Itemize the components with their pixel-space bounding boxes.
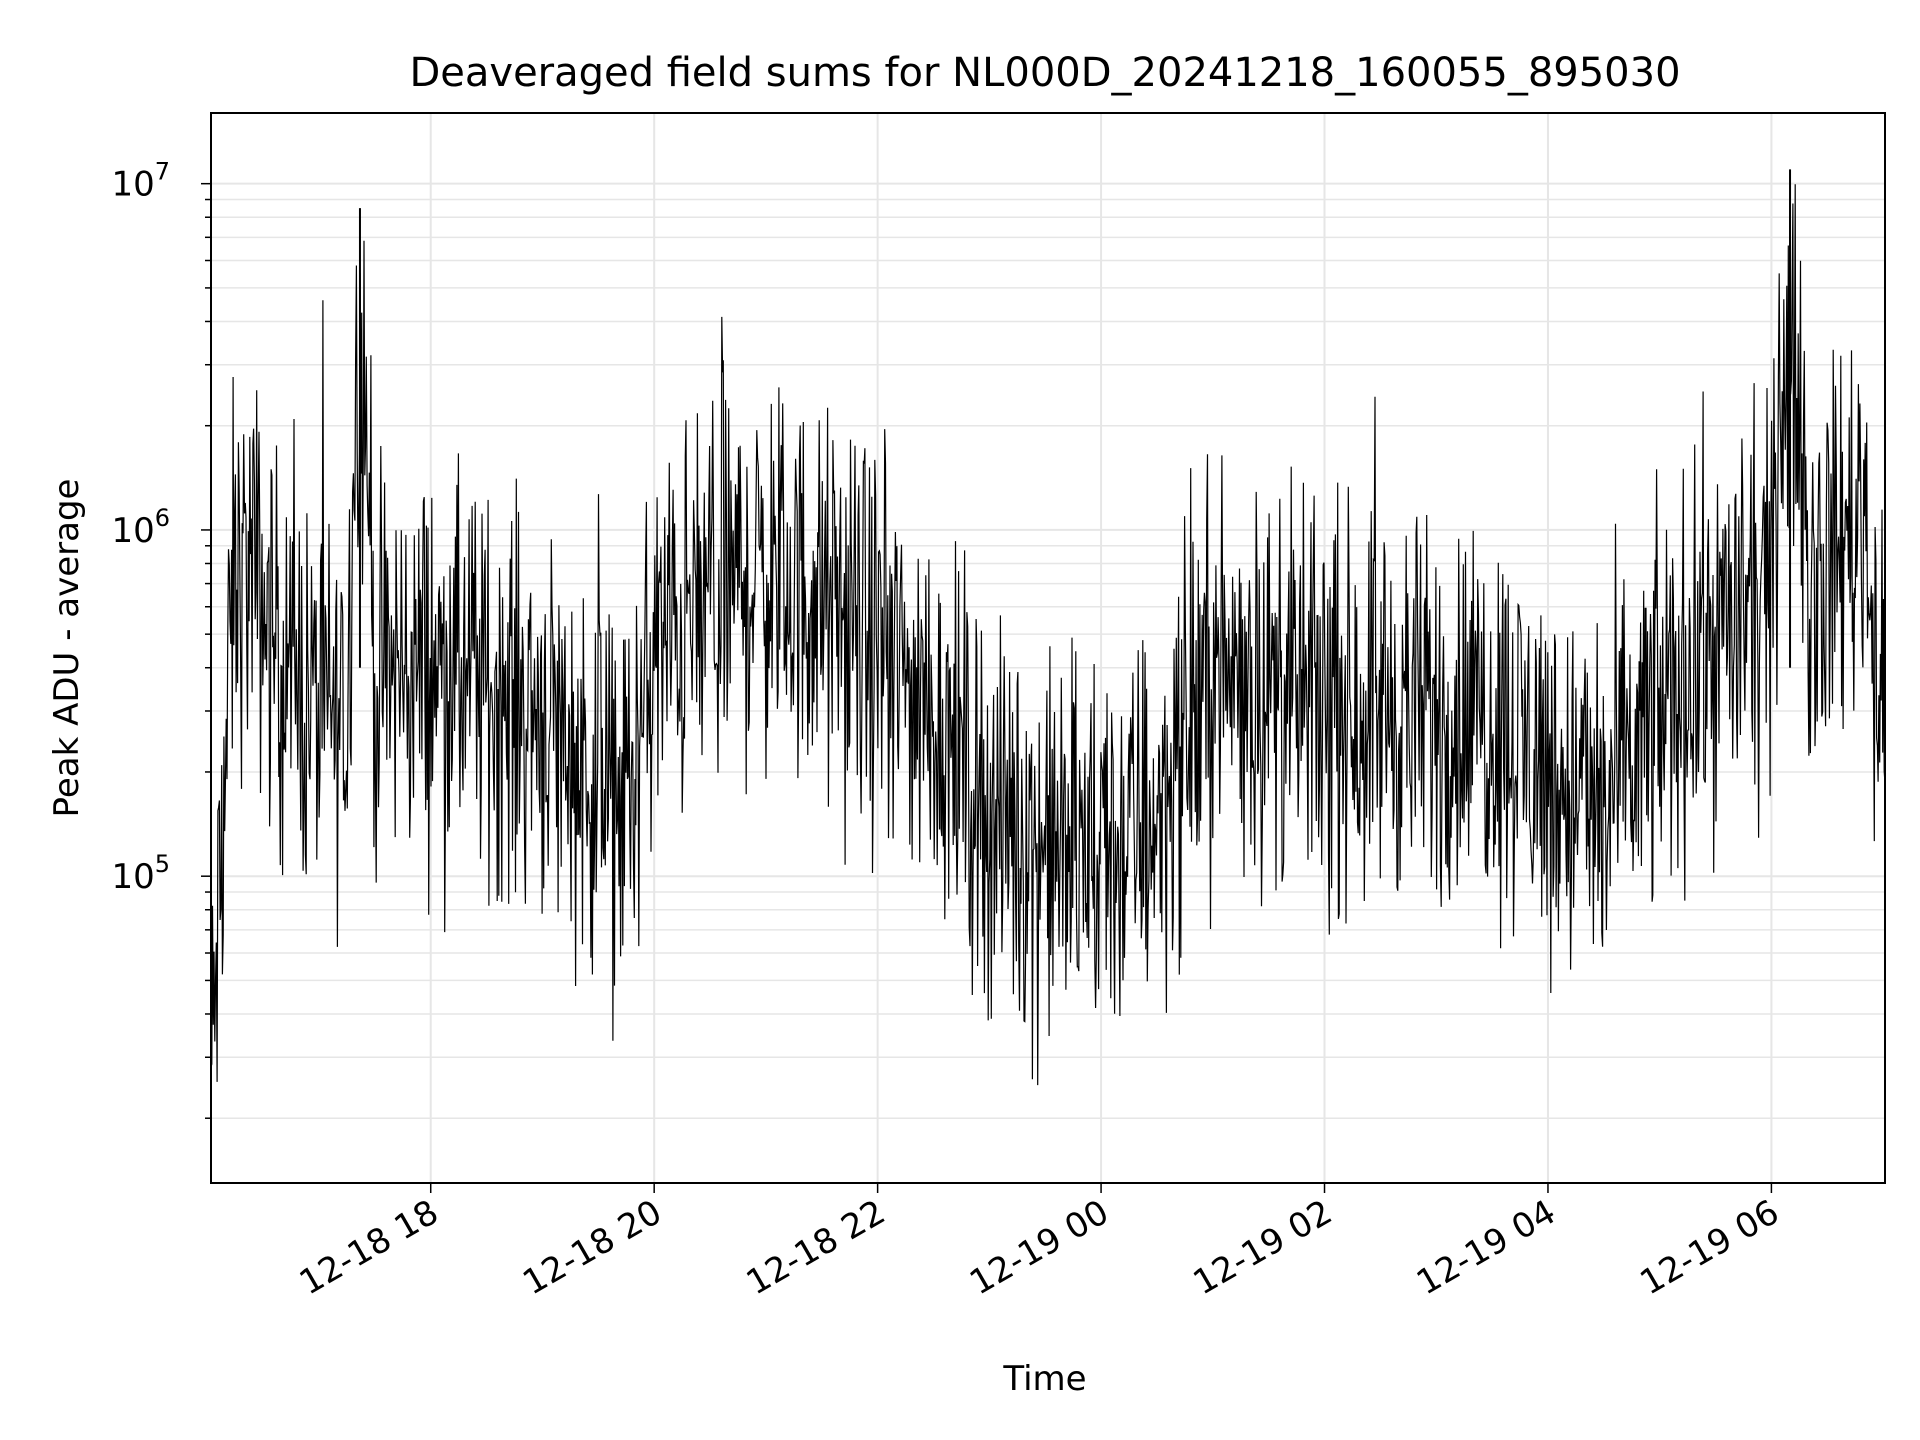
y-tick-exponent: 6 <box>155 504 170 532</box>
x-tick-label: 12-18 20 <box>516 1192 668 1303</box>
y-tick-label: 106 <box>111 504 170 551</box>
y-tick-base: 10 <box>111 511 154 551</box>
grid <box>211 113 1885 1183</box>
x-tick-label: 12-18 18 <box>293 1192 445 1303</box>
chart-title: Deaveraged field sums for NL000D_2024121… <box>409 50 1680 96</box>
y-tick-base: 10 <box>111 165 154 205</box>
x-tick-label: 12-18 22 <box>740 1192 892 1303</box>
x-tick-label: 12-19 00 <box>963 1192 1115 1303</box>
y-tick-exponent: 7 <box>155 158 170 186</box>
x-axis-label: Time <box>1002 1359 1086 1399</box>
x-axis: 12-18 18 12-18 20 12-18 22 12-19 00 12-19 02… <box>293 1183 1786 1303</box>
y-axis-label: Peak ADU - average <box>47 479 87 818</box>
x-tick-label: 12-19 02 <box>1187 1192 1339 1303</box>
plot-area <box>210 169 1886 1086</box>
y-tick-label: 107 <box>111 158 170 205</box>
y-tick-label: 105 <box>111 850 170 897</box>
y-tick-exponent: 5 <box>155 850 170 878</box>
x-tick-label: 12-19 06 <box>1634 1192 1786 1303</box>
x-tick-label: 12-19 04 <box>1410 1192 1562 1303</box>
y-tick-base: 10 <box>111 857 154 897</box>
series-line <box>210 184 1886 1086</box>
plot-frame <box>210 112 1886 1184</box>
